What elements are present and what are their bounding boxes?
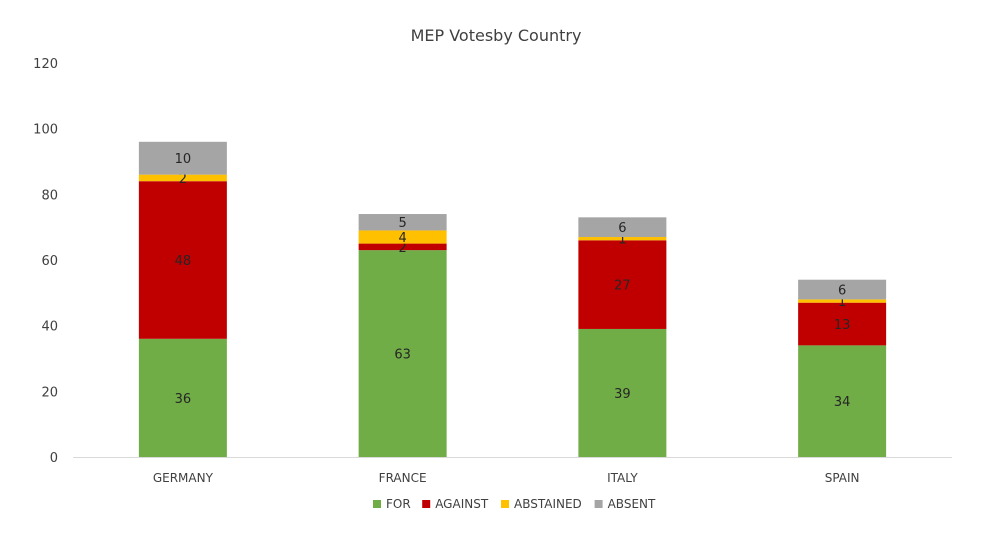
legend-swatch-against	[422, 500, 431, 508]
bar-segment-abstained	[798, 299, 887, 303]
bar-segment-absent	[138, 141, 227, 175]
bar-segment-abstained	[138, 174, 227, 182]
y-tick-label: 60	[41, 254, 58, 269]
data-label: 2	[398, 241, 406, 256]
legend: FOR AGAINST ABSTAINED ABSENT	[373, 497, 656, 511]
x-tick-label: SPAIN	[825, 471, 860, 485]
data-label: 63	[394, 348, 411, 363]
legend-swatch-for	[373, 500, 381, 508]
x-tick-label: GERMANY	[153, 471, 214, 485]
bar-segment-abstained	[578, 237, 667, 241]
x-axis: GERMANY FRANCE ITALY SPAIN	[153, 471, 860, 485]
legend-swatch-absent	[594, 500, 603, 508]
legend-label-absent: ABSENT	[608, 497, 656, 511]
data-label: 2	[179, 172, 187, 187]
data-label: 6	[838, 284, 846, 299]
y-tick-label: 40	[41, 320, 58, 335]
legend-swatch-abstained	[501, 500, 509, 508]
y-tick-label: 120	[33, 57, 58, 72]
bar-segment-absent	[358, 214, 447, 231]
x-tick-label: FRANCE	[379, 471, 427, 485]
data-label: 27	[614, 279, 631, 294]
data-label: 5	[398, 216, 406, 231]
x-tick-label: ITALY	[607, 471, 638, 485]
y-axis: 0 20 40 60 80 100 120	[33, 57, 58, 466]
bar-segment-against	[578, 240, 667, 329]
data-label: 1	[618, 233, 626, 248]
chart-title: MEP Votesby Country	[411, 26, 582, 45]
bar-segment-absent	[798, 279, 887, 300]
y-tick-label: 20	[41, 385, 58, 400]
bar-segment-for	[138, 338, 227, 457]
bar-segment-for	[578, 328, 667, 457]
y-tick-label: 100	[33, 123, 58, 138]
data-label: 36	[175, 392, 192, 407]
legend-label-for: FOR	[386, 497, 411, 511]
bar-segment-against	[798, 302, 887, 346]
legend-label-against: AGAINST	[435, 497, 489, 511]
data-label: 48	[175, 254, 192, 269]
data-label: 1	[838, 295, 846, 310]
data-label: 6	[618, 221, 626, 236]
data-label: 39	[614, 387, 631, 402]
bar-segment-abstained	[358, 230, 447, 244]
bar-segment-for	[798, 345, 887, 457]
y-tick-label: 0	[50, 451, 58, 466]
bar-segment-for	[358, 250, 447, 457]
bar-segment-against	[138, 181, 227, 339]
data-label: 4	[398, 231, 406, 246]
data-label: 13	[834, 318, 851, 333]
data-label: 10	[175, 152, 192, 167]
legend-label-abstained: ABSTAINED	[514, 497, 582, 511]
y-tick-label: 80	[41, 188, 58, 203]
bar-segment-against	[358, 243, 447, 251]
bar-segment-absent	[578, 217, 667, 238]
data-label: 34	[834, 395, 851, 410]
